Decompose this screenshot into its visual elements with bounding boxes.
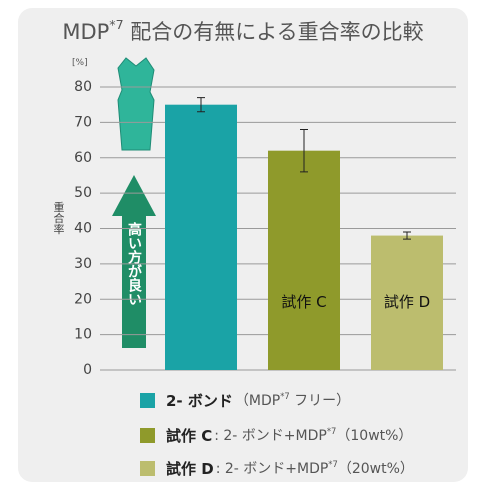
bar — [268, 150, 340, 370]
y-unit: [%] — [72, 58, 88, 68]
arrow — [112, 175, 156, 348]
error-bar — [403, 231, 411, 240]
legend-swatch — [140, 393, 155, 408]
chart-title: MDP*7 配合の有無による重合率の比較 — [62, 17, 423, 44]
icon — [117, 57, 155, 151]
legend-swatch — [140, 428, 155, 443]
legend-label: 試作 C — [166, 427, 212, 445]
y-tick-label: 80 — [74, 79, 92, 95]
y-tick-label: 20 — [74, 291, 92, 307]
y-tick-label: 50 — [74, 185, 92, 201]
legend-swatch — [140, 461, 155, 476]
legend-label: 試作 D — [166, 460, 214, 478]
error-bar — [197, 97, 205, 113]
legend-description: : 2- ボンド+MDP*7（10wt%） — [214, 426, 412, 445]
bar — [371, 235, 443, 370]
bar — [165, 104, 237, 370]
y-tick-label: 70 — [74, 114, 92, 130]
y-axis-label: 重合率 — [52, 200, 65, 235]
error-bar — [300, 128, 308, 173]
y-tick-label: 10 — [74, 327, 92, 343]
y-tick-label: 30 — [74, 256, 92, 272]
y-tick-label: 40 — [74, 221, 92, 237]
legend-label: 2- ボンド — [166, 392, 233, 410]
y-tick-label: 60 — [74, 150, 92, 166]
y-tick-label: 0 — [83, 362, 92, 378]
bar-label: 試作 D — [384, 293, 430, 311]
bar-label: 試作 C — [281, 293, 326, 311]
legend-description: : 2- ボンド+MDP*7（20wt%） — [216, 459, 414, 478]
legend-description: （MDP*7 フリー） — [235, 391, 350, 410]
